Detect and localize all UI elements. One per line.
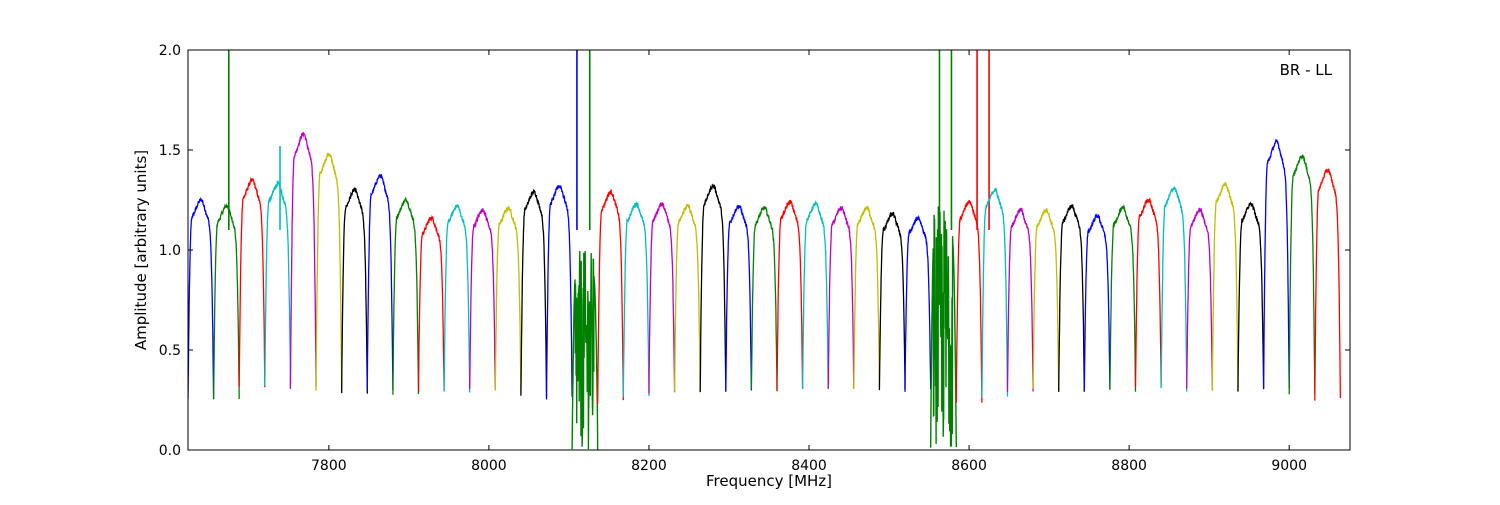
series-line — [1262, 138, 1290, 390]
series-line — [315, 152, 343, 391]
y-axis-label: Amplitude [arbitrary units] — [132, 150, 150, 350]
series-line — [648, 201, 676, 394]
x-tick-label: 8400 — [791, 458, 827, 474]
x-tick-label: 9000 — [1271, 458, 1307, 474]
ticks-layer: 7800 8000 8200 8400 8600 8800 9000 0.0 0.5 1.0 1.5… — [159, 43, 1350, 474]
series-layer — [188, 50, 1342, 450]
series-line — [212, 202, 240, 400]
series-line — [571, 250, 599, 450]
x-tick-label: 7800 — [311, 458, 347, 474]
series-line — [188, 196, 215, 400]
series-line — [238, 176, 266, 388]
series-line — [904, 214, 932, 392]
series-line — [750, 206, 778, 392]
series-line — [520, 188, 548, 397]
y-tick-label: 1.5 — [159, 143, 181, 159]
y-tick-label: 2.0 — [159, 43, 181, 59]
series-line — [341, 187, 368, 394]
series-line — [776, 199, 804, 391]
series-line — [853, 206, 881, 390]
x-tick-label: 8800 — [1111, 458, 1147, 474]
x-tick-label: 8600 — [951, 458, 987, 474]
series-line — [1006, 207, 1034, 392]
series-line — [981, 187, 1009, 398]
series-line — [1160, 185, 1188, 392]
series-line — [930, 206, 957, 448]
series-line — [1186, 207, 1214, 390]
plot-area — [188, 50, 1350, 450]
series-line — [1211, 182, 1239, 392]
series-line — [1134, 197, 1162, 388]
series-line — [545, 185, 573, 400]
series-line — [1083, 213, 1111, 390]
series-line — [801, 200, 829, 390]
x-tick-label: 8000 — [471, 458, 507, 474]
series-line — [1237, 201, 1265, 392]
series-line — [1058, 204, 1085, 392]
series-line — [289, 131, 317, 389]
series-line — [673, 203, 701, 393]
series-line — [725, 205, 753, 391]
x-axis-label: Frequency [MHz] — [706, 472, 832, 490]
series-line — [264, 179, 292, 386]
series-line — [1314, 168, 1342, 401]
series-line — [443, 203, 471, 393]
series-line — [597, 188, 624, 405]
series-line — [417, 214, 445, 392]
series-line — [827, 206, 855, 389]
series-line — [1288, 154, 1316, 395]
series-line — [878, 211, 906, 391]
series-line — [622, 200, 650, 398]
series-line — [494, 206, 522, 392]
y-tick-label: 0.0 — [159, 443, 181, 459]
series-line — [1032, 207, 1060, 392]
series-line — [469, 208, 496, 390]
y-tick-label: 0.5 — [159, 343, 181, 359]
series-line — [366, 173, 394, 391]
y-tick-label: 1.0 — [159, 243, 181, 259]
series-line — [1109, 203, 1137, 392]
chart-annotation: BR - LL — [1280, 61, 1333, 79]
x-tick-label: 8200 — [631, 458, 667, 474]
series-line — [392, 196, 420, 395]
series-line — [699, 183, 727, 393]
